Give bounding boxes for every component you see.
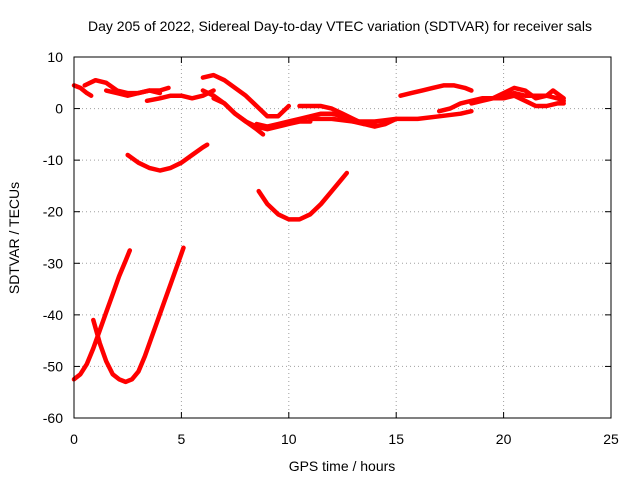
x-tick-label: 0	[70, 431, 78, 447]
x-axis-label: GPS time / hours	[289, 458, 396, 474]
series-arc-1	[71, 248, 133, 382]
y-tick-label: -40	[43, 307, 63, 323]
y-tick-label: -20	[43, 204, 63, 220]
series-arc-14	[308, 108, 474, 124]
series-arc-18	[490, 85, 566, 101]
series-arc-15	[398, 83, 474, 98]
chart-title: Day 205 of 2022, Sidereal Day-to-day VTE…	[88, 18, 592, 34]
x-tick-label: 10	[281, 431, 297, 447]
x-tick-label: 5	[178, 431, 186, 447]
y-tick-label: -50	[43, 358, 63, 374]
y-tick-label: -30	[43, 255, 63, 271]
series-arc-3	[125, 142, 210, 173]
y-tick-label: 0	[55, 101, 63, 117]
series-arc-4	[256, 170, 350, 222]
series-arc-7	[103, 88, 163, 98]
x-tick-label: 25	[603, 431, 619, 447]
plot-frame	[73, 56, 612, 419]
y-tick-label: -10	[43, 152, 63, 168]
y-tick-label: 10	[47, 49, 63, 65]
y-tick-label: -60	[43, 410, 63, 426]
series-arc-9	[200, 72, 292, 119]
series-arc-8	[144, 88, 216, 104]
series-arc-5	[71, 83, 94, 98]
series-arc-11	[211, 96, 313, 132]
series-arc-13	[297, 103, 399, 129]
grid	[74, 57, 611, 418]
x-tick-label: 15	[388, 431, 404, 447]
data-series-group	[71, 72, 566, 385]
series-arc-2	[91, 245, 186, 385]
x-tick-label: 20	[496, 431, 512, 447]
axis-ticks: 0 5 10 15 20 25 -60 -50 -40 -30 -20 -10 0 10	[43, 49, 619, 447]
y-axis-label: SDTVAR / TECUs	[6, 182, 22, 294]
series-arc-17	[469, 93, 566, 109]
